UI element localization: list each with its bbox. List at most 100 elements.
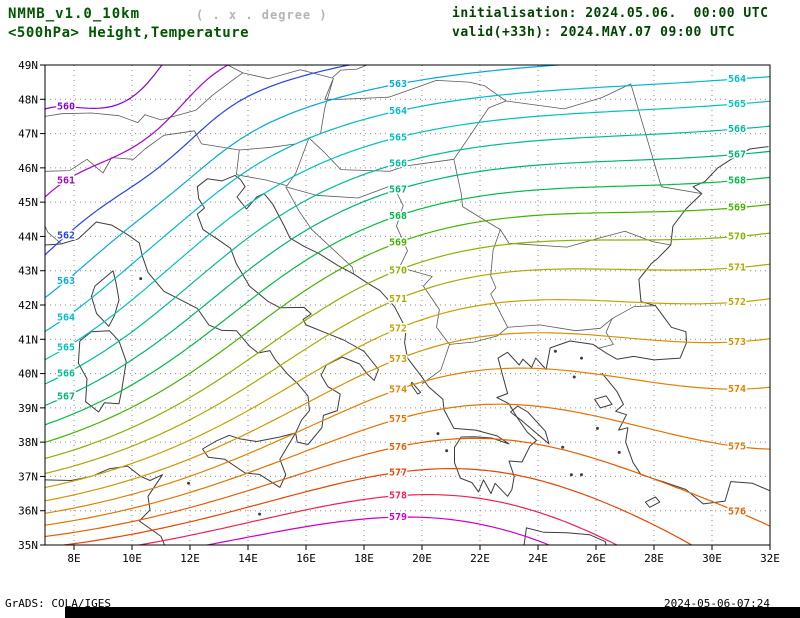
coastline bbox=[90, 270, 120, 327]
lat-tick-label: 37N bbox=[18, 470, 38, 483]
map-frame bbox=[44, 64, 771, 546]
country-border bbox=[392, 184, 450, 385]
lat-tick-label: 40N bbox=[18, 368, 38, 381]
coastline bbox=[410, 381, 422, 395]
contour-label-575: 575 bbox=[389, 414, 407, 425]
island-dot bbox=[553, 349, 557, 353]
island-dot bbox=[258, 512, 262, 516]
contour-label-575: 575 bbox=[728, 441, 746, 452]
lon-tick-label: 16E bbox=[296, 552, 316, 565]
coastline bbox=[510, 405, 550, 445]
init-time-label: initialisation: 2024.05.06. 00:00 UTC bbox=[452, 6, 769, 21]
graticule bbox=[45, 65, 770, 545]
contour-label-571: 571 bbox=[728, 263, 746, 274]
contour-label-572: 572 bbox=[389, 324, 407, 335]
country-border bbox=[45, 65, 244, 123]
contour-line-573 bbox=[45, 332, 770, 502]
island-dot bbox=[187, 481, 191, 485]
contour-label-569: 569 bbox=[389, 238, 407, 249]
country-border bbox=[490, 229, 508, 328]
island-dot bbox=[580, 473, 583, 477]
country-border bbox=[242, 65, 368, 80]
lon-tick-label: 18E bbox=[354, 552, 374, 565]
contour-line-563 bbox=[45, 65, 560, 299]
island-dot bbox=[580, 356, 583, 360]
contour-label-565: 565 bbox=[57, 343, 75, 354]
lat-tick-label: 35N bbox=[18, 539, 38, 552]
lat-tick-label: 43N bbox=[18, 265, 38, 278]
island-dot bbox=[445, 449, 449, 453]
country-border bbox=[45, 225, 62, 244]
island-dot bbox=[139, 277, 143, 281]
contour-line-572 bbox=[45, 298, 770, 489]
contour-label-570: 570 bbox=[389, 265, 407, 276]
contour-line-571 bbox=[45, 263, 770, 475]
lat-tick-label: 44N bbox=[18, 230, 38, 243]
map-plot: 560 561 562 563 563 564 564 564 565 565 565 566 566 5… bbox=[18, 59, 780, 565]
contour-label-564: 564 bbox=[389, 106, 407, 117]
country-border bbox=[236, 137, 310, 187]
contour-line-565 bbox=[45, 100, 770, 361]
lat-tick-label: 47N bbox=[18, 128, 38, 141]
contour-line-568 bbox=[45, 176, 770, 426]
coastline bbox=[644, 496, 661, 508]
coastline bbox=[45, 465, 165, 545]
country-border bbox=[308, 77, 507, 172]
contour-label-564: 564 bbox=[57, 312, 75, 323]
coastline bbox=[45, 174, 379, 445]
contour-label-567: 567 bbox=[57, 391, 75, 402]
valid-time-label: valid(+33h): 2024.MAY.07 09:00 UTC bbox=[452, 25, 736, 40]
island-dot bbox=[595, 426, 599, 430]
island-dot bbox=[617, 450, 621, 454]
coastline bbox=[594, 395, 613, 409]
contour-label-573: 573 bbox=[728, 337, 746, 348]
island-dot bbox=[561, 445, 565, 449]
lat-tick-label: 39N bbox=[18, 402, 38, 415]
coastline bbox=[616, 146, 769, 361]
lat-tick-label: 41N bbox=[18, 333, 38, 346]
island-dot bbox=[572, 375, 576, 379]
contour-label-560: 560 bbox=[57, 102, 75, 113]
contour-label-570: 570 bbox=[728, 231, 746, 242]
resolution-note: ( . x . degree ) bbox=[196, 8, 328, 22]
contour-label-561: 561 bbox=[57, 175, 75, 186]
contour-label-574: 574 bbox=[728, 384, 746, 395]
country-border bbox=[597, 318, 614, 349]
lon-tick-label: 14E bbox=[238, 552, 258, 565]
country-border bbox=[453, 159, 671, 248]
lon-tick-label: 28E bbox=[644, 552, 664, 565]
contour-line-570 bbox=[45, 232, 770, 460]
contour-label-566: 566 bbox=[389, 158, 407, 169]
island-dot bbox=[436, 432, 440, 436]
axis-labels: 49N 48N 47N 46N 45N 44N 43N 42N 41N 40N 39N 38N 37N 3… bbox=[18, 59, 780, 565]
contour-line-561 bbox=[45, 65, 229, 198]
contour-label-569: 569 bbox=[728, 203, 746, 214]
lat-tick-label: 42N bbox=[18, 299, 38, 312]
country-border bbox=[449, 326, 508, 345]
contour-label-568: 568 bbox=[389, 211, 407, 222]
lat-tick-label: 48N bbox=[18, 93, 38, 106]
contour-line-575 bbox=[45, 403, 770, 526]
contour-label-568: 568 bbox=[728, 176, 746, 187]
coastline bbox=[236, 179, 618, 497]
lon-tick-label: 8E bbox=[67, 552, 80, 565]
lon-tick-label: 26E bbox=[586, 552, 606, 565]
contour-line-560 bbox=[45, 65, 163, 110]
lat-tick-label: 36N bbox=[18, 505, 38, 518]
contour-label-573: 573 bbox=[389, 354, 407, 365]
coastline bbox=[77, 330, 127, 413]
lat-tick-label: 45N bbox=[18, 196, 38, 209]
country-border bbox=[506, 83, 702, 194]
contour-label-574: 574 bbox=[389, 385, 407, 396]
contour-line-578 bbox=[138, 494, 618, 545]
contour-labels: 560 561 562 563 563 564 564 564 565 565 565 566 566 5… bbox=[55, 73, 747, 525]
contour-line-564 bbox=[45, 76, 770, 333]
country-border bbox=[285, 186, 355, 275]
contour-label-576: 576 bbox=[389, 442, 407, 453]
country-border bbox=[507, 305, 656, 332]
contour-line-569 bbox=[45, 203, 770, 443]
contour-line-567 bbox=[45, 150, 770, 407]
contour-label-576: 576 bbox=[728, 507, 746, 518]
island-dot bbox=[569, 473, 573, 477]
